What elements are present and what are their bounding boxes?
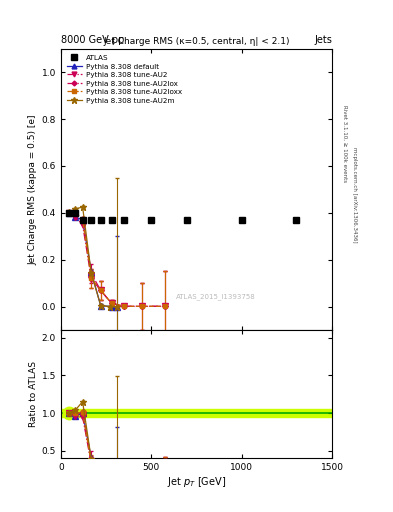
Legend: ATLAS, Pythia 8.308 default, Pythia 8.308 tune-AU2, Pythia 8.308 tune-AU2lox, Py: ATLAS, Pythia 8.308 default, Pythia 8.30… bbox=[64, 52, 185, 106]
Text: Jets: Jets bbox=[314, 35, 332, 45]
Bar bbox=[61, 409, 332, 417]
Text: 8000 GeV pp: 8000 GeV pp bbox=[61, 35, 124, 45]
Text: ATLAS_2015_I1393758: ATLAS_2015_I1393758 bbox=[176, 293, 255, 300]
Y-axis label: Jet Charge RMS (kappa = 0.5) [e]: Jet Charge RMS (kappa = 0.5) [e] bbox=[29, 114, 37, 265]
Y-axis label: Ratio to ATLAS: Ratio to ATLAS bbox=[29, 361, 37, 427]
Text: Rivet 3.1.10, ≥ 100k events: Rivet 3.1.10, ≥ 100k events bbox=[342, 105, 347, 182]
X-axis label: Jet $p_T$ [GeV]: Jet $p_T$ [GeV] bbox=[167, 475, 226, 489]
Text: mcplots.cern.ch [arXiv:1306.3436]: mcplots.cern.ch [arXiv:1306.3436] bbox=[352, 147, 357, 242]
Title: Jet Charge RMS (κ=0.5, central, η| < 2.1): Jet Charge RMS (κ=0.5, central, η| < 2.1… bbox=[103, 37, 290, 47]
